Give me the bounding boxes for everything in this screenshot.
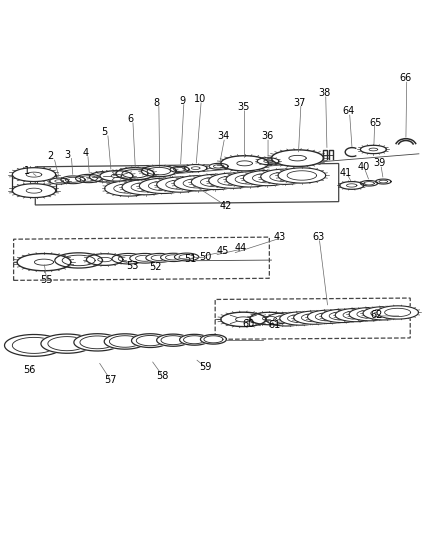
Polygon shape <box>104 181 152 196</box>
Text: 45: 45 <box>216 246 229 256</box>
Text: 35: 35 <box>237 102 249 112</box>
Polygon shape <box>208 163 228 169</box>
Text: 42: 42 <box>219 201 232 211</box>
Polygon shape <box>184 165 206 172</box>
Text: 59: 59 <box>199 362 211 372</box>
Text: 3: 3 <box>64 150 71 160</box>
Text: 56: 56 <box>23 365 36 375</box>
Text: 5: 5 <box>101 127 107 137</box>
Polygon shape <box>339 182 363 189</box>
Text: 53: 53 <box>125 261 138 271</box>
Polygon shape <box>145 253 173 262</box>
Polygon shape <box>156 177 204 192</box>
Polygon shape <box>271 150 323 166</box>
Polygon shape <box>156 334 189 346</box>
Text: 37: 37 <box>293 98 305 108</box>
Polygon shape <box>75 174 101 183</box>
Polygon shape <box>265 313 307 326</box>
Polygon shape <box>376 306 417 319</box>
Polygon shape <box>243 171 290 185</box>
Polygon shape <box>49 178 68 184</box>
Polygon shape <box>86 254 123 265</box>
Polygon shape <box>348 308 390 321</box>
Text: 44: 44 <box>233 243 246 253</box>
Polygon shape <box>104 334 145 349</box>
Polygon shape <box>131 334 168 348</box>
Polygon shape <box>179 334 208 345</box>
Polygon shape <box>360 181 377 186</box>
Polygon shape <box>12 168 56 182</box>
Polygon shape <box>220 312 265 327</box>
Polygon shape <box>99 171 133 181</box>
Polygon shape <box>74 334 120 351</box>
Text: 58: 58 <box>156 371 168 381</box>
Polygon shape <box>360 146 385 154</box>
Polygon shape <box>321 309 362 322</box>
Polygon shape <box>12 184 56 198</box>
Text: 8: 8 <box>153 98 159 108</box>
Text: 36: 36 <box>261 132 273 141</box>
Polygon shape <box>4 335 64 356</box>
Polygon shape <box>116 168 154 180</box>
Text: 9: 9 <box>179 96 185 106</box>
Text: 63: 63 <box>311 232 324 242</box>
Polygon shape <box>170 166 189 173</box>
Polygon shape <box>112 253 145 264</box>
Text: 1: 1 <box>24 166 30 176</box>
Polygon shape <box>208 173 256 188</box>
Polygon shape <box>139 178 187 193</box>
Polygon shape <box>260 169 307 184</box>
Text: 39: 39 <box>373 158 385 168</box>
Text: 65: 65 <box>368 118 381 127</box>
Text: 64: 64 <box>342 106 354 116</box>
Text: 38: 38 <box>318 88 330 98</box>
Polygon shape <box>307 310 348 324</box>
Polygon shape <box>374 179 390 184</box>
Polygon shape <box>55 253 102 268</box>
Polygon shape <box>130 253 160 263</box>
Text: 41: 41 <box>339 168 351 178</box>
Polygon shape <box>173 176 221 191</box>
Text: 57: 57 <box>104 375 116 385</box>
Text: 10: 10 <box>194 94 206 104</box>
Text: 61: 61 <box>268 320 280 330</box>
Text: 60: 60 <box>242 319 254 329</box>
Polygon shape <box>335 309 376 322</box>
Polygon shape <box>17 254 71 271</box>
Text: 34: 34 <box>217 132 230 141</box>
Polygon shape <box>41 334 93 353</box>
Polygon shape <box>191 174 238 190</box>
Polygon shape <box>249 312 288 325</box>
Text: 55: 55 <box>40 276 52 285</box>
Polygon shape <box>293 311 335 324</box>
Polygon shape <box>362 306 404 320</box>
Text: 40: 40 <box>357 162 369 172</box>
Text: 6: 6 <box>127 114 134 124</box>
Polygon shape <box>277 168 325 183</box>
Polygon shape <box>200 335 226 344</box>
Polygon shape <box>160 253 186 262</box>
Text: 4: 4 <box>82 148 88 158</box>
Polygon shape <box>257 158 278 165</box>
Polygon shape <box>122 180 169 195</box>
Polygon shape <box>279 312 321 325</box>
Text: 66: 66 <box>399 73 411 83</box>
Text: 43: 43 <box>273 232 286 242</box>
Polygon shape <box>61 176 85 184</box>
Text: 50: 50 <box>199 252 211 262</box>
Polygon shape <box>226 172 273 187</box>
Polygon shape <box>141 166 176 177</box>
Polygon shape <box>220 156 268 171</box>
Polygon shape <box>89 172 122 182</box>
Text: 52: 52 <box>149 262 161 272</box>
Text: 51: 51 <box>184 254 196 264</box>
Text: 2: 2 <box>47 151 53 161</box>
Text: 62: 62 <box>369 310 382 320</box>
Polygon shape <box>174 253 198 261</box>
